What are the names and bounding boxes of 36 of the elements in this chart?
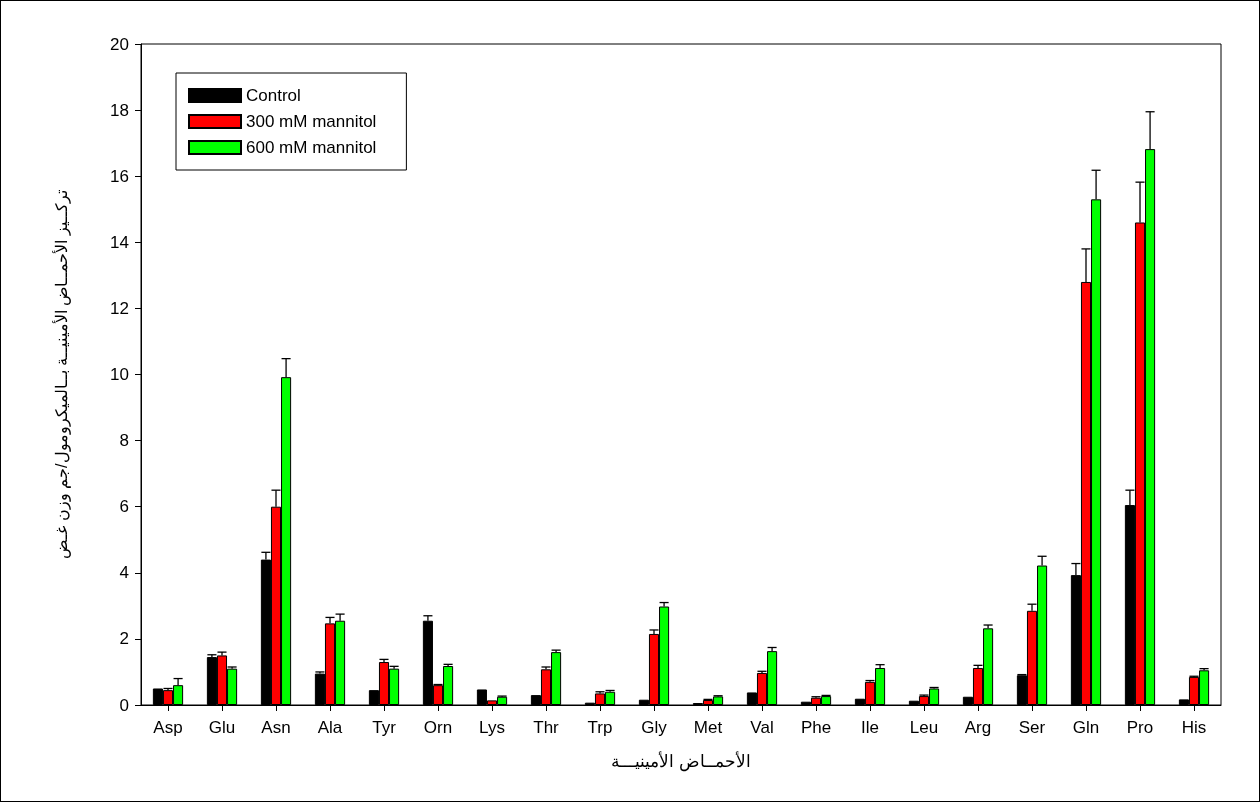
x-tick-label: Asn [261,718,291,737]
x-tick-label: Leu [909,718,939,737]
x-tick-label: His [1181,718,1207,737]
legend-label: 300 mM mannitol [246,112,377,131]
y-tick-label: 12 [110,298,129,318]
legend-label: 600 mM mannitol [246,138,377,157]
y-tick-label: 14 [110,232,129,252]
y-tick-label: 18 [110,100,129,120]
y-tick-label: 0 [119,695,129,715]
x-tick-label: Asp [153,718,183,737]
x-tick-label: Ala [317,718,343,737]
x-tick-label: Val [750,718,774,737]
y-tick-label: 8 [119,431,129,451]
x-tick-label: Gln [1072,718,1100,737]
legend-label: Control [246,86,301,105]
x-tick-label: Gly [641,718,668,737]
y-tick-label: 16 [110,166,129,186]
x-axis-title: الأحمــاض الأمينيـــة [611,751,751,772]
x-tick-label: Arg [964,718,992,737]
y-tick-label: 6 [119,497,129,517]
x-tick-label: Ser [1018,718,1046,737]
x-tick-label: Orn [423,718,453,737]
y-axis-title: تركــيز الأحمــاض الأمينيــة بــالميكرومول/جم وزن غـض [51,190,71,559]
x-tick-label: Ile [861,718,879,737]
x-tick-label: Tyr [372,718,397,737]
x-tick-label: Phe [800,718,832,737]
y-tick-label: 2 [119,629,129,649]
y-tick-label: 10 [110,365,129,384]
x-tick-label: Met [693,718,723,737]
x-tick-label: Lys [479,718,505,737]
x-tick-label: Pro [1126,718,1154,737]
x-tick-label: Thr [533,718,560,737]
y-tick-label: 20 [110,34,129,54]
x-tick-label: Trp [587,718,613,737]
y-tick-label: 4 [119,563,129,583]
x-tick-label: Glu [208,718,236,737]
